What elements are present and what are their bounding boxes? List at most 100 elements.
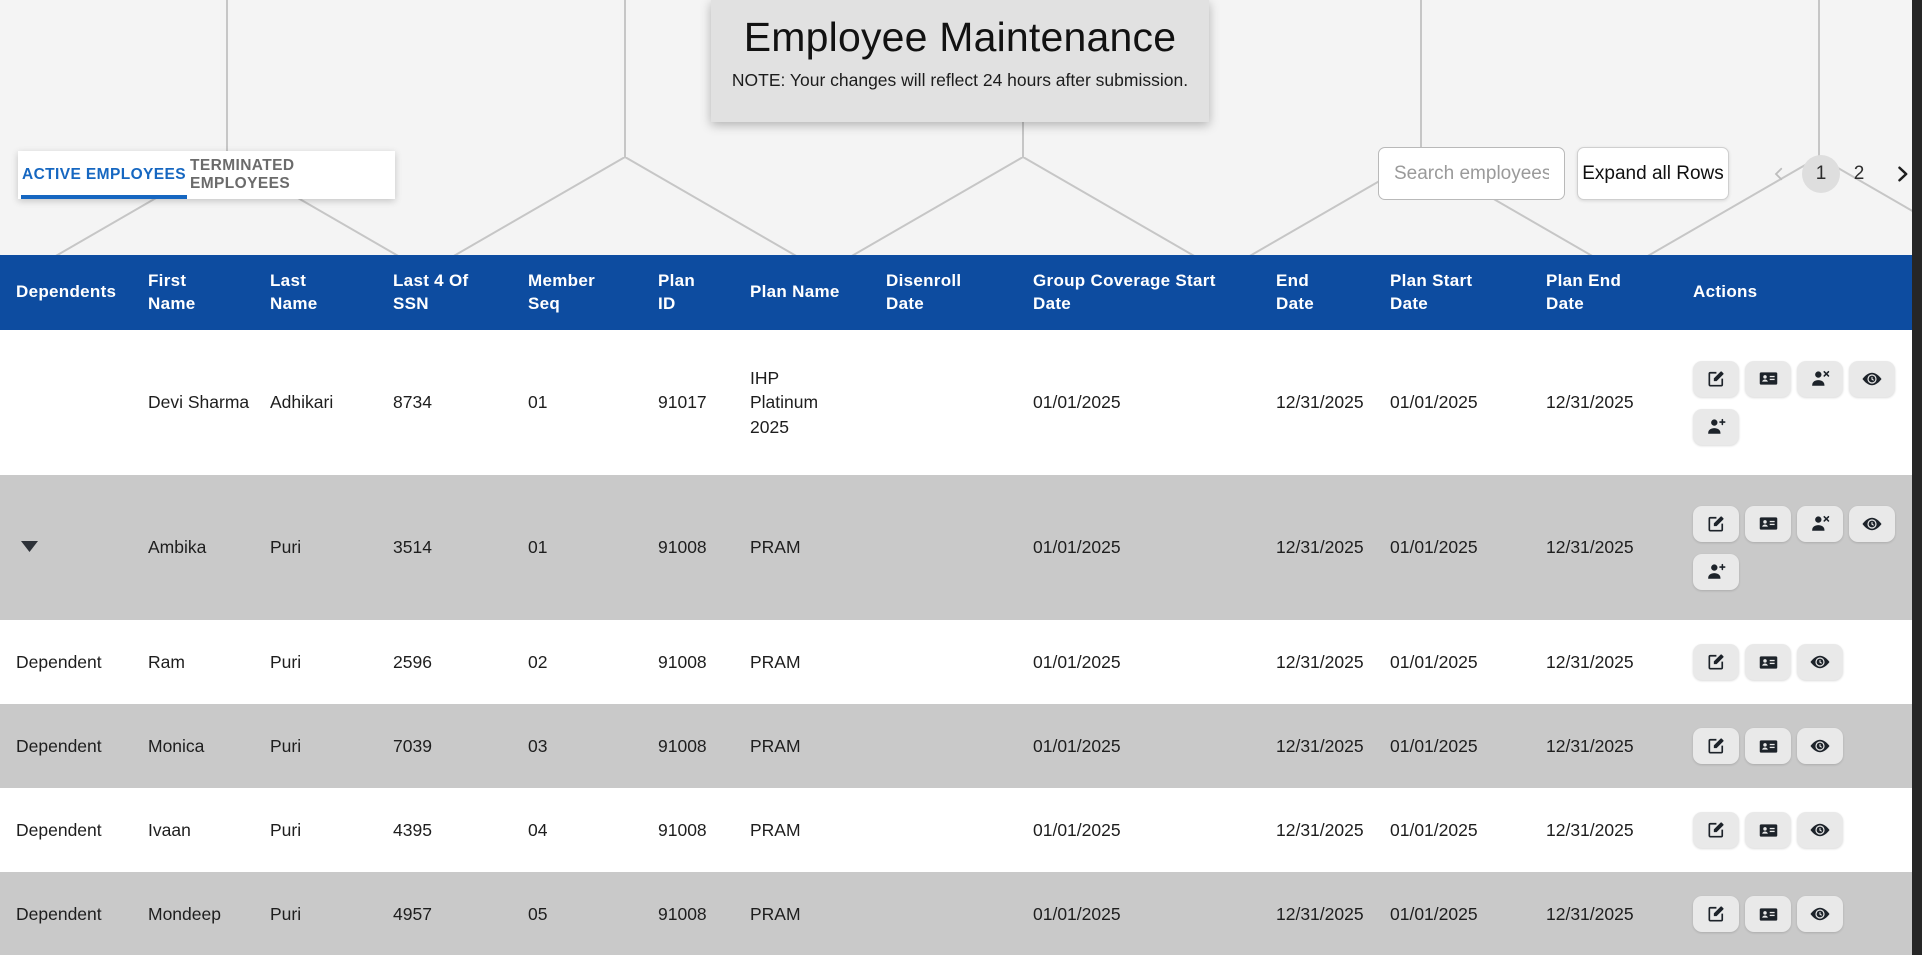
plan-id-cell: 91008 [658,537,707,558]
plan-start-cell: 01/01/2025 [1390,819,1478,840]
view-history-button[interactable] [1797,812,1843,848]
add-person-icon [1706,561,1727,582]
edit-button[interactable] [1693,505,1739,542]
last-name-cell: Puri [270,537,302,558]
id-card-icon [1758,652,1779,673]
end-date-cell: 12/31/2025 [1276,903,1364,924]
edit-icon [1706,514,1726,534]
col-header-plan-id: Plan ID [658,270,696,313]
col-header-plan-name: Plan Name [750,282,840,302]
ssn-cell: 4395 [393,819,432,840]
vertical-scrollbar[interactable] [1912,0,1922,955]
col-header-actions: Actions [1693,282,1758,302]
plan-id-cell: 91008 [658,651,707,672]
col-header-end-date: End Date [1276,270,1315,313]
plan-name-cell: PRAM [750,735,801,756]
last-name-cell: Puri [270,819,302,840]
tab-label: ACTIVE EMPLOYEES [21,166,186,183]
plan-id-cell: 91008 [658,735,707,756]
id-card-button[interactable] [1745,812,1791,848]
view-history-icon [1809,903,1831,925]
view-history-button[interactable] [1849,505,1895,542]
actions-cell [1685,812,1912,848]
employees-table: Dependents First Name Last Name Last 4 O… [0,255,1912,955]
chevron-right-icon[interactable] [1892,164,1912,184]
table-header-row: Dependents First Name Last Name Last 4 O… [0,255,1912,330]
view-history-button[interactable] [1797,896,1843,932]
search-input[interactable] [1378,147,1565,200]
edit-button[interactable] [1693,812,1739,848]
id-card-button[interactable] [1745,896,1791,932]
ssn-cell: 3514 [393,537,432,558]
plan-name-cell: PRAM [750,651,801,672]
edit-button[interactable] [1693,728,1739,764]
group-coverage-start-cell: 01/01/2025 [1033,392,1121,413]
col-header-dependents: Dependents [16,282,117,302]
tab-label: TERMINATED EMPLOYEES [190,157,295,192]
page-title: Employee Maintenance [743,14,1177,60]
table-row: Dependent Ivaan Puri 4395 04 91008 PRAM … [0,788,1912,872]
expand-all-rows-button[interactable]: Expand all Rows [1577,147,1729,200]
add-person-button[interactable] [1693,408,1739,445]
view-history-icon [1861,368,1883,390]
first-name-cell: Devi Sharma [148,392,250,413]
group-coverage-start-cell: 01/01/2025 [1033,537,1121,558]
actions-cell [1685,728,1912,764]
table-row: Devi Sharma Adhikari 8734 01 91017 IHP P… [0,330,1912,475]
view-history-button[interactable] [1797,728,1843,764]
ssn-cell: 7039 [393,735,432,756]
chevron-left-icon[interactable] [1770,165,1788,183]
plan-start-cell: 01/01/2025 [1390,537,1478,558]
view-history-button[interactable] [1797,644,1843,680]
end-date-cell: 12/31/2025 [1276,537,1364,558]
plan-name-cell: IHP Platinum 2025 [750,367,819,437]
id-card-button[interactable] [1745,728,1791,764]
actions-cell [1685,896,1912,932]
remove-person-icon [1810,513,1831,534]
collapse-dependents-arrow-icon[interactable] [20,540,39,553]
id-card-icon [1758,513,1779,534]
first-name-cell: Mondeep [148,903,221,924]
last-name-cell: Puri [270,651,302,672]
first-name-cell: Ivaan [148,819,191,840]
first-name-cell: Ram [148,651,185,672]
edit-icon [1706,369,1726,389]
id-card-button[interactable] [1745,360,1791,397]
edit-button[interactable] [1693,896,1739,932]
table-row: Dependent Mondeep Puri 4957 05 91008 PRA… [0,872,1912,955]
view-history-button[interactable] [1849,360,1895,397]
page-button-1[interactable]: 1 [1802,154,1840,193]
plan-end-cell: 12/31/2025 [1546,537,1634,558]
edit-icon [1706,652,1726,672]
id-card-button[interactable] [1745,644,1791,680]
col-header-last4-ssn: Last 4 Of SSN [393,270,469,313]
actions-cell [1685,644,1912,680]
tab-active-employees[interactable]: ACTIVE EMPLOYEES [18,151,190,199]
plan-name-cell: PRAM [750,819,801,840]
edit-button[interactable] [1693,360,1739,397]
plan-start-cell: 01/01/2025 [1390,392,1478,413]
edit-button[interactable] [1693,644,1739,680]
member-seq-cell: 03 [528,735,548,756]
edit-icon [1706,820,1726,840]
col-header-last-name: Last Name [270,270,318,313]
view-history-icon [1861,513,1883,535]
first-name-cell: Ambika [148,537,207,558]
page-button-2[interactable]: 2 [1853,162,1865,184]
plan-start-cell: 01/01/2025 [1390,735,1478,756]
col-header-plan-start-date: Plan Start Date [1390,270,1473,313]
id-card-button[interactable] [1745,505,1791,542]
remove-person-button[interactable] [1797,360,1843,397]
actions-cell [1685,505,1912,590]
table-row: Dependent Ram Puri 2596 02 91008 PRAM 01… [0,620,1912,704]
ssn-cell: 4957 [393,903,432,924]
first-name-cell: Monica [148,735,205,756]
plan-start-cell: 01/01/2025 [1390,903,1478,924]
tab-terminated-employees[interactable]: TERMINATED EMPLOYEES [190,151,395,199]
remove-person-button[interactable] [1797,505,1843,542]
table-row: Ambika Puri 3514 01 91008 PRAM 01/01/202… [0,475,1912,620]
ssn-cell: 8734 [393,392,432,413]
add-person-button[interactable] [1693,553,1739,590]
plan-id-cell: 91017 [658,392,707,413]
id-card-icon [1758,820,1779,841]
